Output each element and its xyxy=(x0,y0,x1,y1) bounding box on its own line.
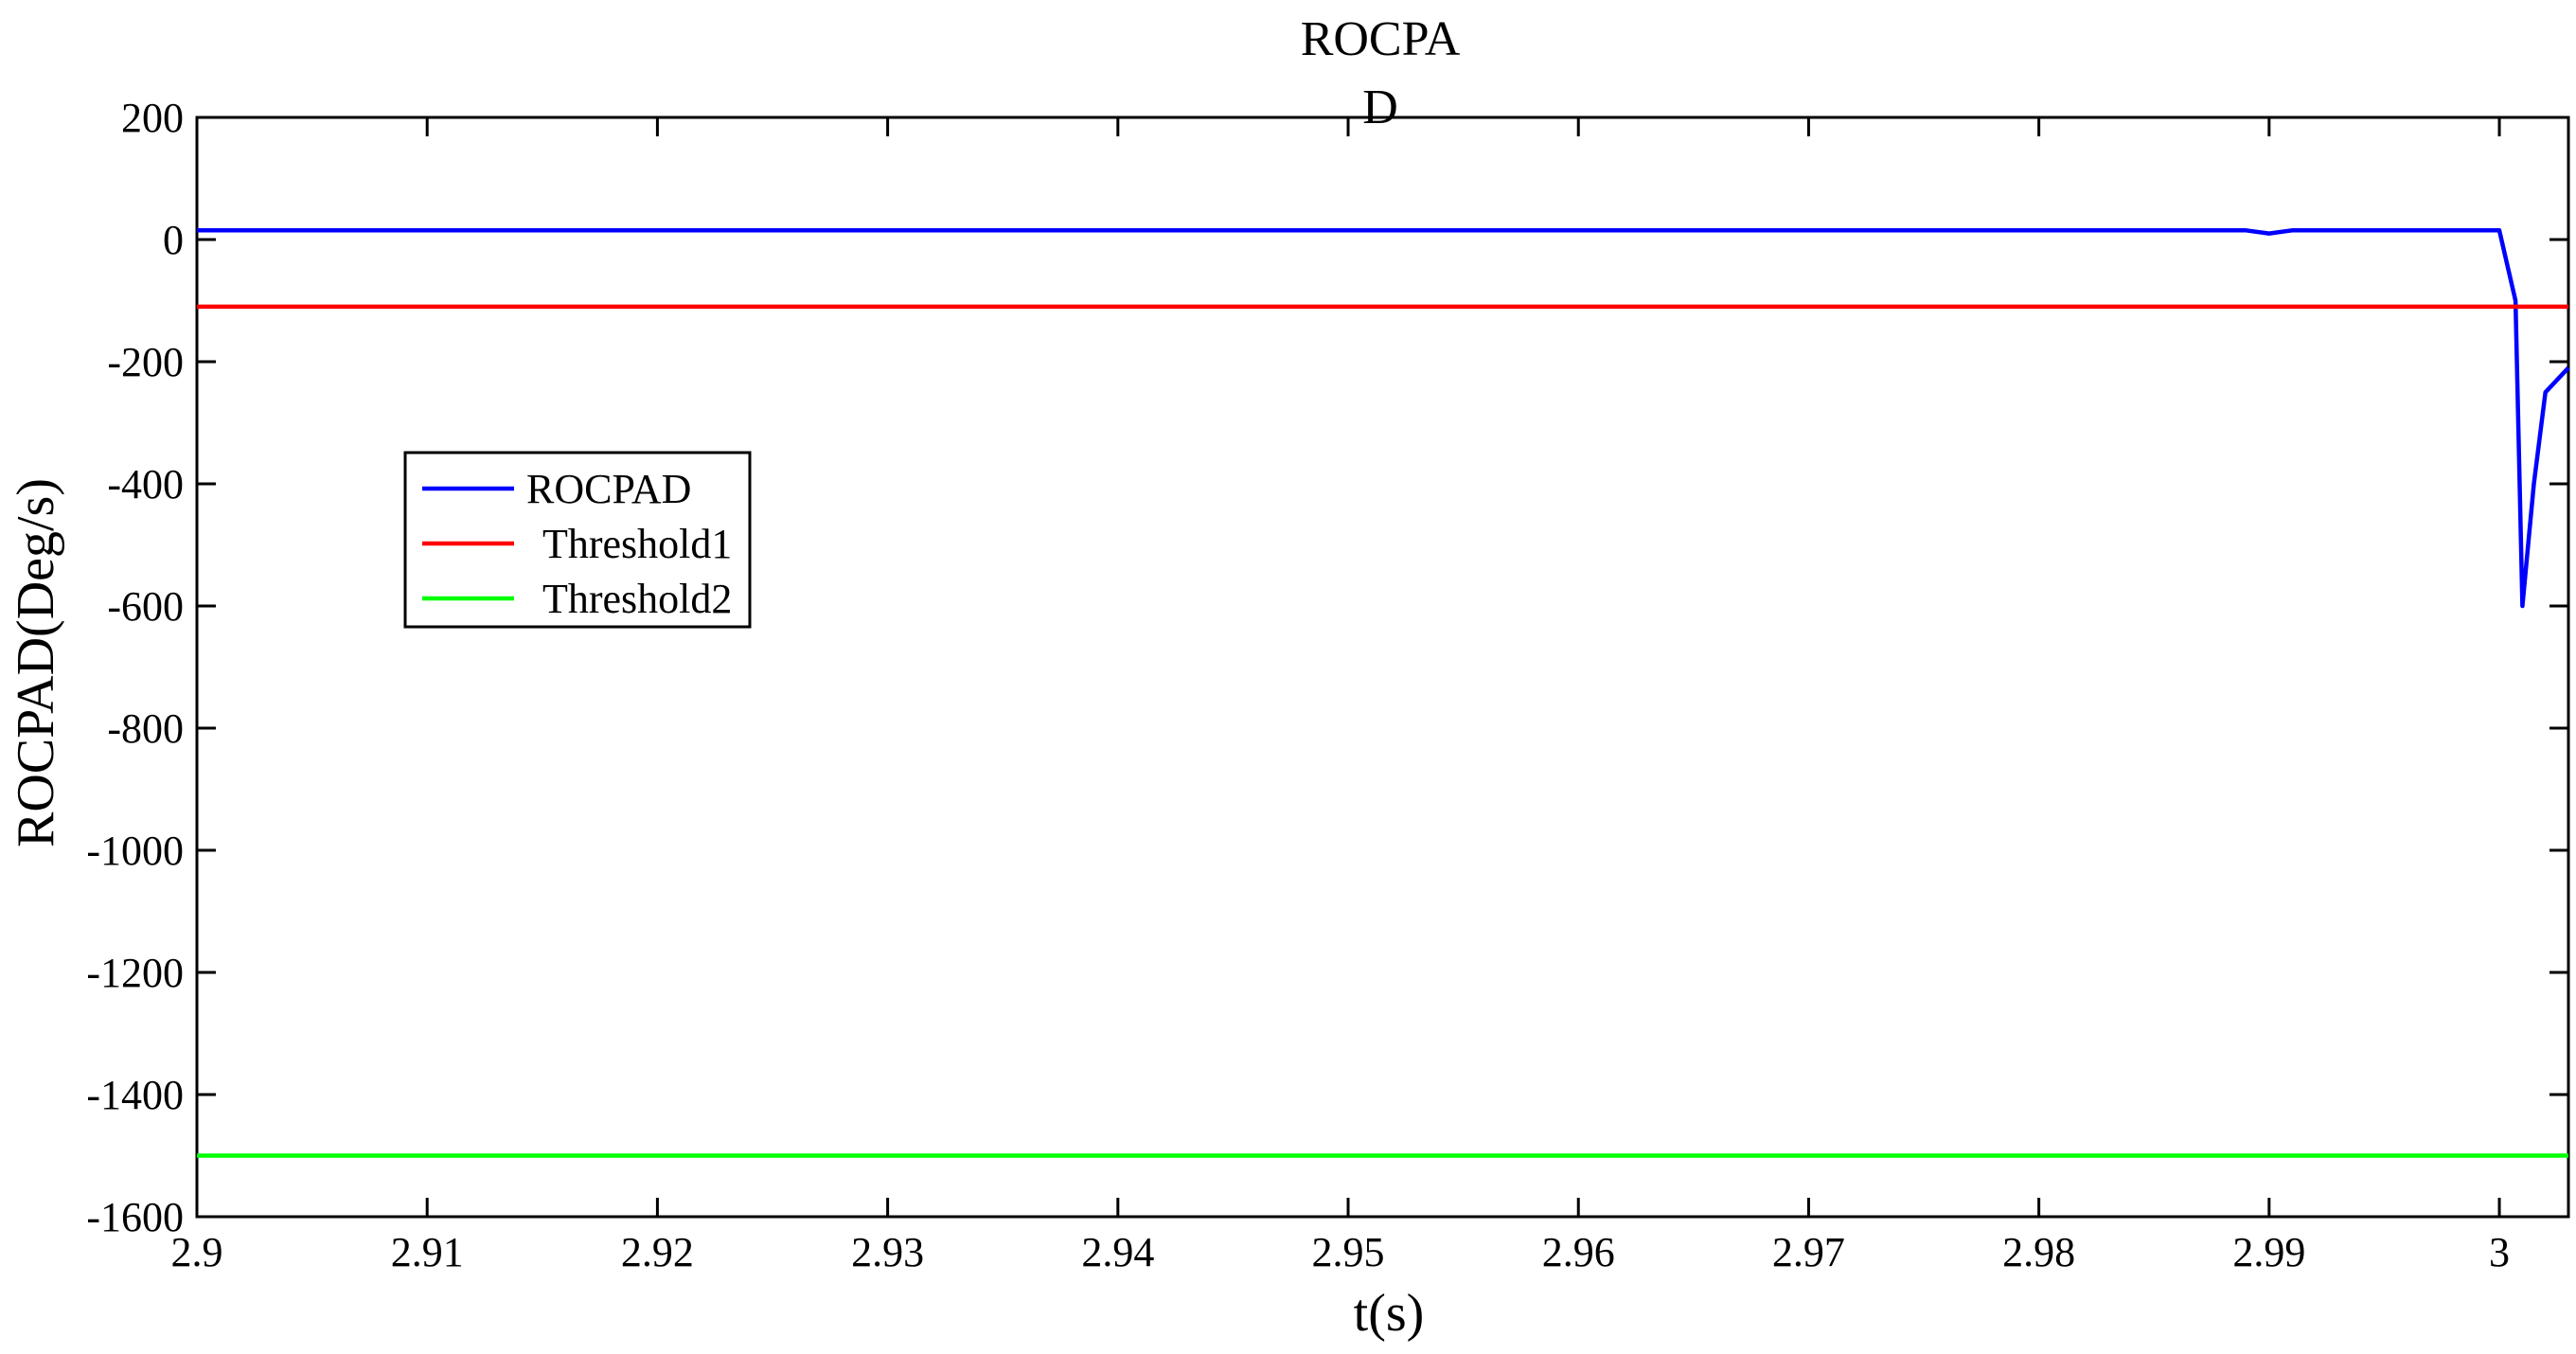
x-tick-label: 2.97 xyxy=(1772,1229,1845,1275)
y-tick-label: -1000 xyxy=(86,828,184,874)
y-tick-label: -200 xyxy=(107,339,184,385)
y-tick-label: -1600 xyxy=(86,1194,184,1240)
x-tick-label: 2.96 xyxy=(1542,1229,1615,1275)
x-tick-label: 2.99 xyxy=(2232,1229,2305,1275)
x-tick-label: 2.93 xyxy=(851,1229,924,1275)
y-tick-label: 0 xyxy=(163,217,184,263)
chart-title-line: ROCPA xyxy=(1301,12,1461,66)
y-tick-label: -400 xyxy=(107,461,184,508)
x-tick-label: 2.9 xyxy=(171,1229,223,1275)
x-tick-label: 2.98 xyxy=(2002,1229,2075,1275)
y-tick-label: -1400 xyxy=(86,1072,184,1118)
y-tick-label: 200 xyxy=(121,95,184,141)
x-tick-label: 2.92 xyxy=(621,1229,694,1275)
legend-label: ROCPAD xyxy=(526,466,691,512)
y-tick-label: -1200 xyxy=(86,950,184,996)
x-axis-title: t(s) xyxy=(1354,1284,1425,1343)
series-line-rocpad xyxy=(197,228,2570,609)
legend-label: Threshold2 xyxy=(542,576,732,622)
y-axis-title: ROCPAD(Deg/s) xyxy=(7,478,65,847)
y-tick-label: -800 xyxy=(107,705,184,752)
chart-title-line: D xyxy=(1362,80,1398,134)
x-tick-label: 2.91 xyxy=(391,1229,464,1275)
plot-frame xyxy=(195,116,2570,1219)
x-tick-label: 2.94 xyxy=(1081,1229,1154,1275)
x-tick-label: 3 xyxy=(2489,1229,2510,1275)
legend-label: Threshold1 xyxy=(542,521,732,567)
x-tick-label: 2.95 xyxy=(1312,1229,1385,1275)
y-tick-label: -600 xyxy=(107,583,184,630)
